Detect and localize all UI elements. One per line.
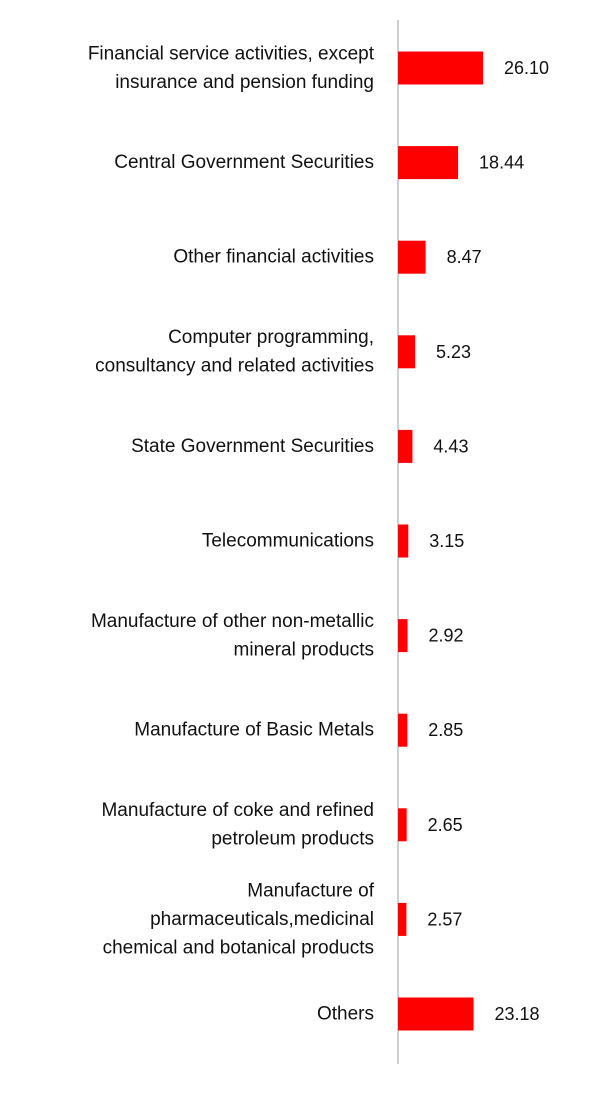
bar-central-government-securities [398,146,459,180]
bar-financial-service-activities-except-insu [398,51,483,85]
category-label-line: Central Government Securities [114,152,374,173]
category-label-line: Computer programming, [168,327,374,348]
value-label-other-financial-activities: 8.47 [447,247,482,267]
category-label-line: Manufacture of [247,880,374,901]
category-label-other-financial-activities: Other financial activities [173,247,374,268]
category-label-line: Manufacture of coke and refined [101,800,374,821]
category-label-manufacture-of-pharmaceuticals-medicinal: Manufacture of pharmaceuticals,medicinal c… [103,880,375,958]
value-label-manufacture-of-coke-and-refined-petroleu: 2.65 [428,815,463,835]
category-label-line: Manufacture of Basic Metals [134,720,374,741]
category-label-line: petroleum products [211,829,374,850]
bars-layer [398,51,483,1031]
category-label-line: pharmaceuticals,medicinal [150,909,374,930]
category-label-state-government-securities: State Government Securities [131,436,374,457]
category-label-manufacture-of-other-non-metallic-minera: Manufacture of other non-metallic mineral… [91,611,374,661]
bar-state-government-securities [398,429,413,463]
bar-other-financial-activities [398,240,426,274]
category-label-central-government-securities: Central Government Securities [114,152,374,173]
category-label-manufacture-of-coke-and-refined-petroleu: Manufacture of coke and refined petroleum… [101,800,374,850]
category-label-line: State Government Securities [131,436,374,457]
value-label-computer-programming-consultancy-and-rel: 5.23 [436,342,471,362]
category-label-line: Telecommunications [202,531,374,552]
category-label-manufacture-of-basic-metals: Manufacture of Basic Metals [134,720,374,741]
bar-manufacture-of-other-non-metallic-minera [398,619,408,653]
value-label-manufacture-of-pharmaceuticals-medicinal: 2.57 [427,909,462,929]
category-label-computer-programming-consultancy-and-rel: Computer programming, consultancy and rel… [95,327,374,377]
value-label-manufacture-of-other-non-metallic-minera: 2.92 [429,626,464,646]
bar-manufacture-of-basic-metals [398,713,408,747]
value-label-manufacture-of-basic-metals: 2.85 [428,720,463,740]
bar-manufacture-of-pharmaceuticals-medicinal [398,902,407,936]
category-label-line: consultancy and related activities [95,356,374,377]
value-label-central-government-securities: 18.44 [479,153,524,173]
value-label-others: 23.18 [494,1004,539,1024]
value-label-state-government-securities: 4.43 [433,436,468,456]
bar-others [398,997,474,1031]
value-label-financial-service-activities-except-insu: 26.10 [504,58,549,78]
category-label-telecommunications: Telecommunications [202,531,374,552]
bar-computer-programming-consultancy-and-rel [398,335,416,369]
category-label-line: chemical and botanical products [103,937,374,958]
bar-telecommunications [398,524,409,558]
bar-manufacture-of-coke-and-refined-petroleu [398,808,407,842]
category-label-financial-service-activities-except-insu: Financial service activities, except insu… [88,43,375,93]
category-label-line: Other financial activities [173,247,374,268]
category-label-line: insurance and pension funding [115,72,374,93]
category-labels: Financial service activities, except insu… [88,43,375,1024]
category-label-line: mineral products [234,639,374,660]
value-label-telecommunications: 3.15 [429,531,464,551]
value-labels: 26.10 18.44 8.47 5.23 4.43 3.15 2.92 2.85 2.65 2.… [427,58,549,1024]
category-label-others: Others [317,1004,374,1025]
category-label-line: Others [317,1004,374,1025]
category-label-line: Financial service activities, except [88,43,375,64]
category-label-line: Manufacture of other non-metallic [91,611,374,632]
